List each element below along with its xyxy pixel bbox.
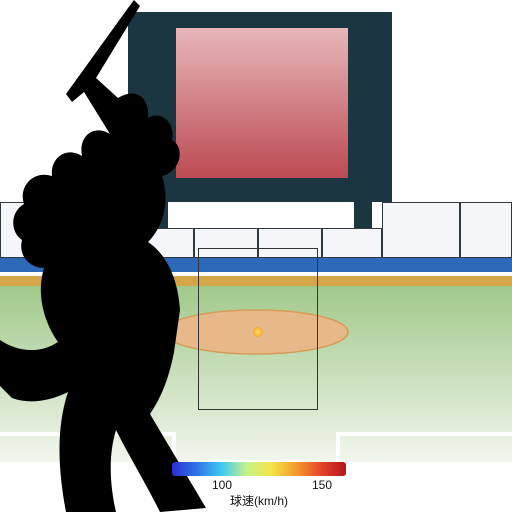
batter-silhouette	[0, 0, 260, 512]
pitch-location-chart: { "type": "infographic", "canvas": { "w"…	[0, 0, 512, 512]
legend-tick: 100	[202, 478, 242, 492]
legend-label: 球速(km/h)	[172, 492, 346, 509]
speed-colorbar	[172, 462, 346, 476]
legend-tick: 150	[302, 478, 342, 492]
